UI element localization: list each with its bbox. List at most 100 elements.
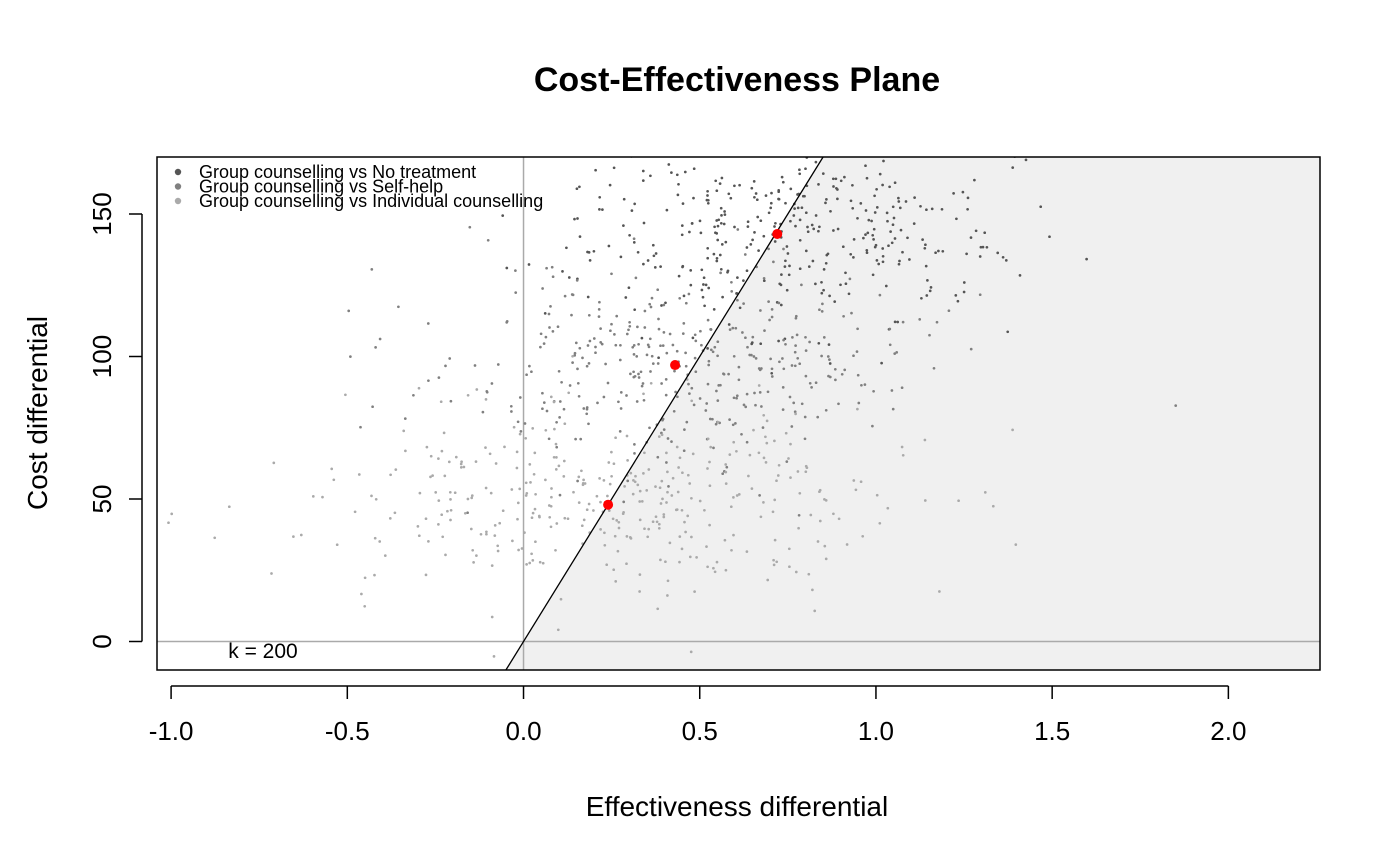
scatter-point-series-3 — [357, 473, 361, 476]
scatter-point-series-2 — [727, 372, 730, 376]
scatter-point-series-2 — [682, 322, 686, 325]
scatter-point-series-3 — [525, 491, 529, 495]
scatter-point-series-1 — [962, 290, 966, 294]
scatter-point-series-1 — [527, 263, 531, 266]
scatter-point-series-2 — [692, 403, 696, 407]
scatter-point-series-2 — [544, 335, 548, 339]
scatter-point-series-1 — [667, 163, 671, 166]
scatter-point-series-2 — [793, 364, 797, 368]
scatter-point-series-3 — [724, 463, 728, 466]
scatter-point-series-3 — [900, 445, 904, 449]
legend-marker — [174, 168, 182, 176]
scatter-point-series-1 — [624, 296, 628, 299]
scatter-point-series-2 — [700, 343, 703, 347]
scatter-point-series-2 — [632, 370, 635, 374]
scatter-point-series-3 — [516, 517, 519, 521]
scatter-point-series-2 — [558, 400, 562, 403]
scatter-point-series-3 — [512, 425, 516, 429]
scatter-point-series-3 — [523, 531, 526, 534]
scatter-point-series-3 — [563, 422, 567, 426]
scatter-point-series-1 — [704, 283, 708, 287]
scatter-point-series-2 — [631, 345, 635, 349]
scatter-point-series-3 — [674, 508, 678, 512]
scatter-point-series-2 — [650, 296, 654, 300]
scatter-point-series-3 — [642, 472, 645, 475]
scatter-point-series-1 — [923, 246, 927, 250]
scatter-point-series-1 — [871, 273, 875, 277]
scatter-point-series-1 — [865, 176, 869, 180]
scatter-point-series-1 — [612, 145, 615, 148]
scatter-point-series-3 — [629, 471, 633, 475]
scatter-point-series-2 — [803, 415, 807, 419]
scatter-point-series-3 — [657, 435, 661, 438]
scatter-point-series-3 — [728, 453, 732, 456]
x-tick-label: -0.5 — [325, 716, 370, 746]
scatter-point-series-2 — [848, 277, 852, 281]
scatter-point-series-2 — [674, 390, 677, 394]
scatter-point-series-3 — [299, 533, 303, 537]
scatter-point-series-1 — [996, 251, 1000, 255]
scatter-point-series-3 — [484, 398, 488, 401]
scatter-point-series-3 — [759, 515, 763, 519]
scatter-point-series-2 — [617, 400, 620, 404]
scatter-point-series-2 — [709, 328, 712, 331]
scatter-point-series-2 — [570, 313, 573, 317]
scatter-point-series-2 — [716, 354, 719, 358]
scatter-point-series-1 — [719, 267, 723, 271]
scatter-point-series-2 — [706, 382, 710, 386]
scatter-point-series-2 — [656, 362, 660, 365]
scatter-point-series-1 — [881, 254, 885, 258]
scatter-point-series-2 — [528, 364, 531, 368]
scatter-point-series-3 — [533, 451, 537, 455]
scatter-point-series-3 — [466, 497, 470, 501]
scatter-point-series-3 — [599, 500, 602, 504]
scatter-point-series-2 — [714, 422, 718, 426]
scatter-point-series-1 — [726, 270, 729, 274]
scatter-point-series-1 — [658, 131, 661, 134]
scatter-point-series-2 — [628, 324, 632, 328]
scatter-point-series-1 — [864, 233, 867, 236]
scatter-point-series-3 — [809, 513, 813, 517]
mean-point-series-3 — [603, 499, 614, 510]
legend-marker — [174, 183, 182, 190]
scatter-point-series-2 — [510, 410, 513, 413]
scatter-point-series-1 — [874, 243, 878, 247]
scatter-point-series-1 — [680, 233, 684, 237]
scatter-point-series-1 — [649, 174, 652, 178]
scatter-point-series-3 — [585, 508, 589, 512]
scatter-point-series-1 — [727, 135, 730, 138]
scatter-point-series-2 — [640, 384, 644, 388]
scatter-point-series-3 — [796, 470, 800, 473]
scatter-point-series-2 — [556, 325, 560, 329]
scatter-point-series-2 — [693, 333, 697, 337]
scatter-point-series-2 — [741, 331, 744, 334]
scatter-point-series-3 — [460, 460, 463, 464]
scatter-point-series-1 — [792, 214, 796, 217]
scatter-point-series-2 — [888, 327, 892, 331]
scatter-point-series-1 — [767, 211, 771, 215]
scatter-point-series-2 — [555, 420, 558, 424]
scatter-point-series-3 — [703, 508, 706, 512]
scatter-point-series-1 — [723, 210, 726, 213]
scatter-point-series-1 — [754, 192, 758, 195]
scatter-point-series-2 — [833, 367, 837, 371]
scatter-point-series-3 — [544, 478, 547, 482]
scatter-point-series-1 — [1006, 330, 1010, 334]
scatter-point-series-2 — [550, 265, 554, 269]
scatter-point-series-2 — [563, 294, 567, 298]
scatter-point-series-2 — [622, 500, 626, 504]
scatter-point-series-3 — [520, 547, 524, 550]
scatter-point-series-2 — [826, 355, 830, 358]
scatter-point-series-2 — [698, 397, 702, 400]
scatter-point-series-1 — [716, 224, 720, 228]
scatter-point-series-3 — [723, 538, 727, 542]
scatter-point-series-3 — [613, 534, 617, 538]
scatter-point-series-2 — [649, 370, 652, 373]
scatter-point-series-2 — [660, 382, 663, 385]
scatter-point-series-2 — [412, 393, 415, 397]
scatter-point-series-1 — [810, 223, 814, 227]
scatter-point-series-2 — [539, 332, 543, 336]
scatter-point-series-2 — [734, 422, 737, 425]
scatter-point-series-2 — [762, 276, 766, 280]
